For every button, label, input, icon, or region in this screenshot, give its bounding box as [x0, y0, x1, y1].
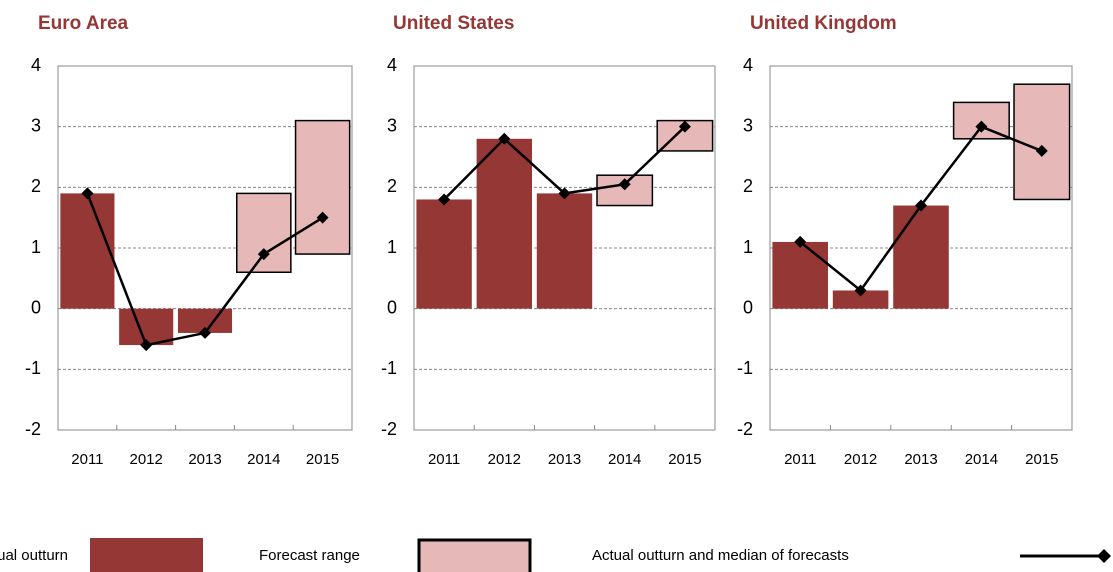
y-tick-label: -2: [25, 419, 41, 439]
y-tick-label: -2: [381, 419, 397, 439]
legend-label: Forecast range: [259, 547, 360, 564]
y-tick-label: 1: [743, 237, 753, 257]
x-tick-label: 2012: [844, 451, 877, 468]
outturn-bar: [832, 290, 889, 309]
median-marker: [140, 339, 153, 352]
forecast-range: [236, 192, 292, 274]
x-tick-label: 2015: [1025, 451, 1058, 468]
median-marker: [915, 199, 927, 212]
y-tick-label: 4: [31, 55, 41, 75]
outturn-bar: [893, 205, 949, 309]
median-marker: [794, 235, 807, 248]
y-tick-label: -1: [737, 358, 753, 378]
x-tick-label: 2014: [965, 451, 998, 468]
median-marker: [199, 326, 211, 339]
y-tick-label: 4: [387, 55, 397, 75]
outturn-bar: [119, 308, 174, 346]
x-tick-label: 2012: [130, 451, 163, 468]
legend-label: Actual outturn: [0, 547, 68, 564]
y-tick-label: 0: [743, 297, 753, 317]
y-tick-label: 1: [387, 237, 397, 257]
legend-swatch: [90, 538, 203, 572]
median-marker: [975, 120, 988, 133]
y-tick-label: 0: [31, 297, 41, 317]
y-tick-label: -2: [737, 419, 753, 439]
median-marker: [558, 187, 571, 200]
median-marker: [257, 248, 270, 261]
outturn-bar: [60, 193, 115, 309]
outturn-bar: [536, 193, 593, 309]
outturn-bar: [772, 241, 828, 309]
x-tick-label: 2014: [608, 451, 641, 468]
x-tick-label: 2013: [548, 451, 581, 468]
legend-swatch: [417, 538, 532, 572]
median-marker: [678, 120, 691, 133]
y-tick-label: 3: [743, 115, 753, 135]
y-tick-label: -1: [25, 358, 41, 378]
median-marker: [1035, 144, 1048, 157]
median-marker: [316, 211, 329, 224]
median-marker: [618, 178, 631, 191]
x-tick-label: 2013: [188, 451, 221, 468]
x-tick-label: 2012: [488, 451, 521, 468]
panel-title: United Kingdom: [750, 13, 897, 34]
legend-swatch: [1097, 549, 1111, 563]
y-tick-label: 0: [387, 297, 397, 317]
median-marker: [81, 187, 94, 200]
y-tick-label: 3: [387, 115, 397, 135]
median-marker: [854, 284, 867, 297]
x-tick-label: 2011: [784, 451, 816, 468]
y-tick-label: 2: [743, 176, 753, 196]
x-tick-label: 2015: [668, 451, 701, 468]
x-tick-label: 2014: [247, 451, 280, 468]
forecast-range: [294, 119, 351, 255]
outturn-bar: [476, 138, 532, 309]
y-tick-label: 1: [31, 237, 41, 257]
median-marker: [438, 193, 451, 206]
outturn-bar: [416, 199, 472, 309]
panel-title: Euro Area: [38, 13, 129, 34]
y-tick-label: 2: [31, 176, 41, 196]
x-tick-label: 2013: [904, 451, 937, 468]
panel-title: United States: [393, 13, 514, 34]
x-tick-label: 2011: [428, 451, 460, 468]
x-tick-label: 2011: [71, 451, 103, 468]
forecast-range: [952, 101, 1010, 140]
x-tick-label: 2015: [306, 451, 339, 468]
forecast-range: [1013, 83, 1071, 201]
y-tick-label: 3: [31, 115, 41, 135]
y-tick-label: 2: [387, 176, 397, 196]
y-tick-label: -1: [381, 358, 397, 378]
median-marker: [498, 132, 511, 145]
legend-label: Actual outturn and median of forecasts: [592, 547, 849, 564]
y-tick-label: 4: [743, 55, 753, 75]
